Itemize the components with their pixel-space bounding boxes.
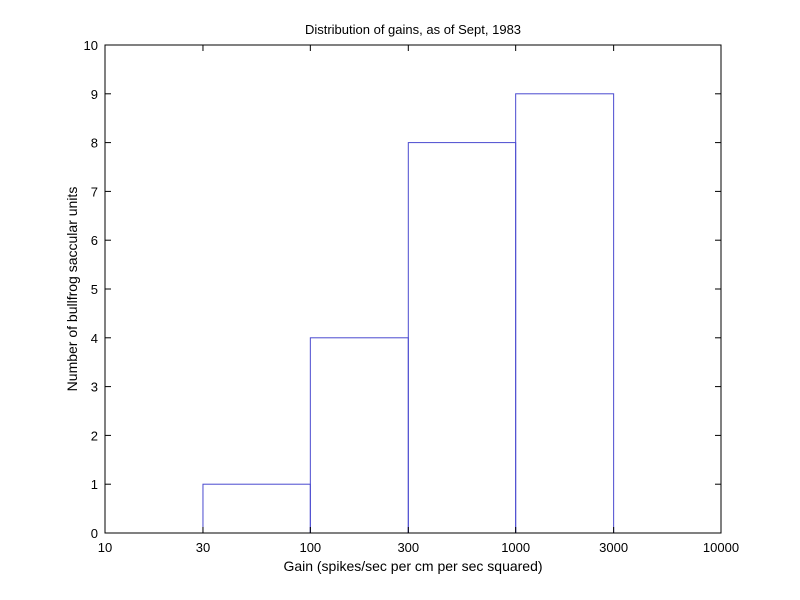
plot-area-frame [104,44,722,534]
y-tick-label: 6 [91,233,98,248]
ticks-layer: 10 30 100 300 1000 3000 10000 0 1 2 3 4 5 6 7 8 9 10 [84,38,740,555]
x-tick-label: 300 [397,540,419,555]
y-tick-label: 2 [91,428,98,443]
x-tick-label: 30 [196,540,210,555]
x-tick-label: 100 [299,540,321,555]
y-axis-label: Number of bullfrog saccular units [64,187,80,392]
y-tick-label: 7 [91,184,98,199]
x-tick-label: 3000 [599,540,628,555]
y-tick-label: 3 [91,380,98,395]
y-tick-label: 8 [91,136,98,151]
chart-title: Distribution of gains, as of Sept, 1983 [305,22,521,37]
y-tick-label: 5 [91,282,98,297]
y-tick-label: 1 [91,477,98,492]
y-tick-label: 0 [91,526,98,541]
x-tick-label: 1000 [501,540,530,555]
y-tick-label: 9 [91,87,98,102]
x-tick-label: 10 [98,540,112,555]
y-tick-label: 4 [91,331,98,346]
x-axis-label: Gain (spikes/sec per cm per sec squared) [283,558,542,574]
y-tick-label: 10 [84,38,98,53]
x-tick-label: 10000 [703,540,739,555]
